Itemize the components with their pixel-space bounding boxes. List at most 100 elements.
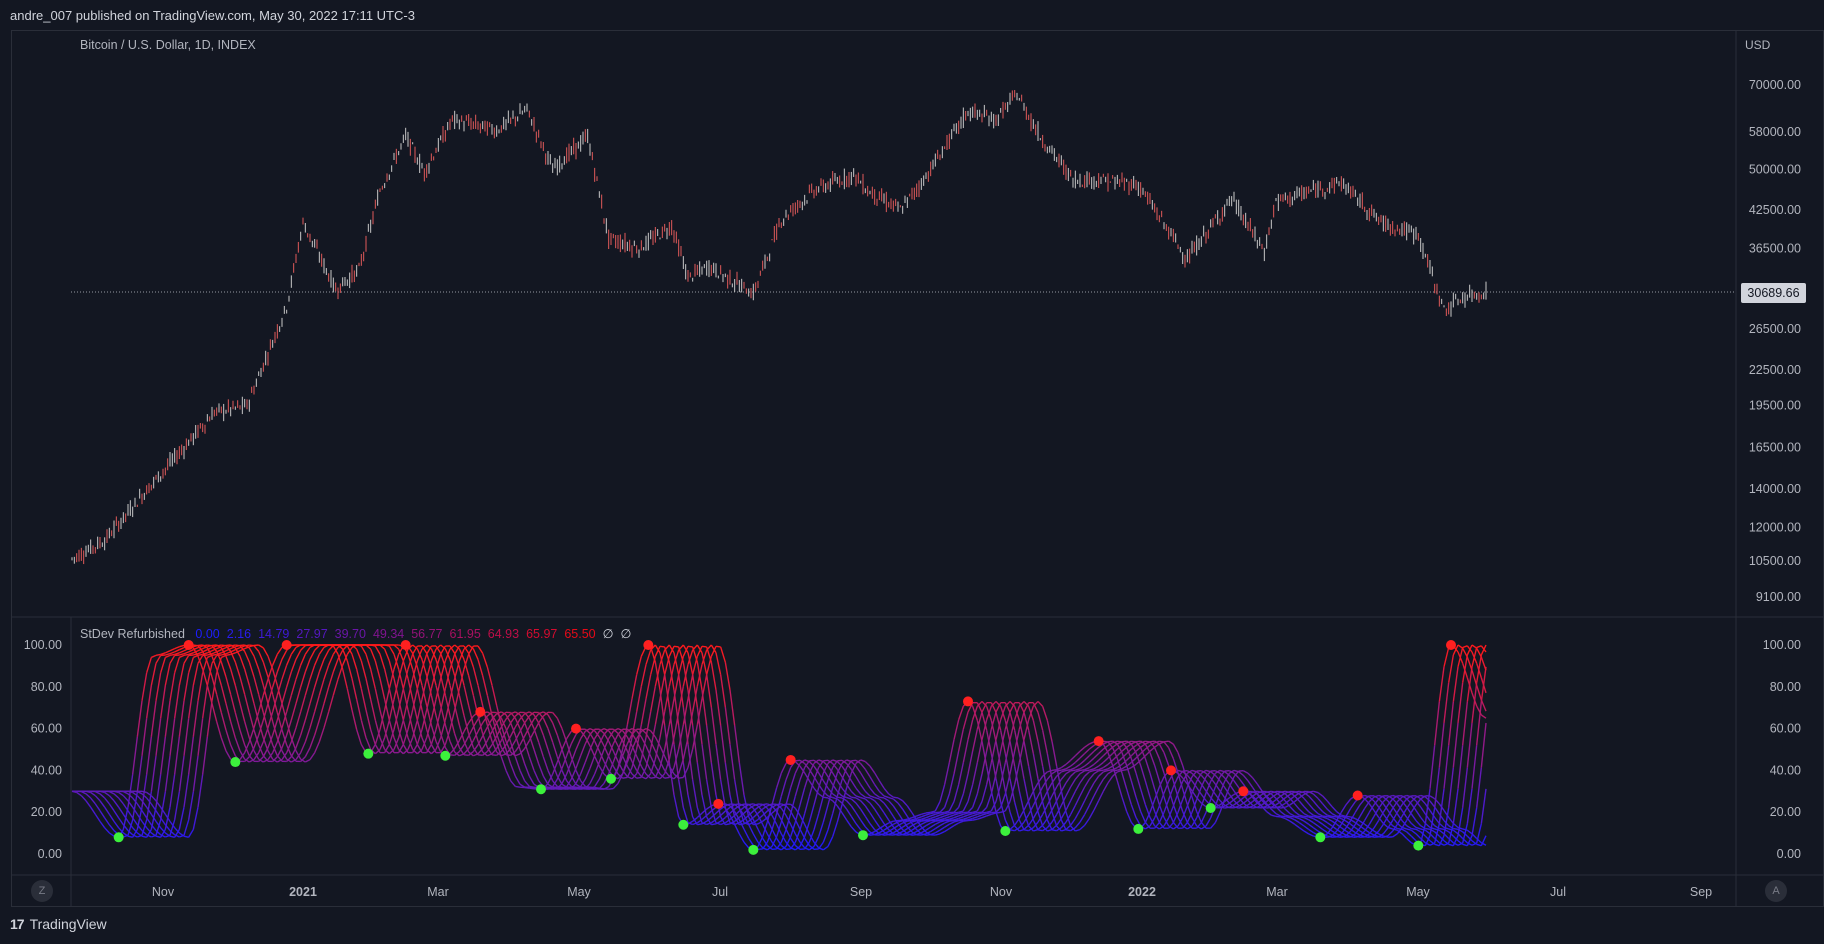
oscillator-segment [1448, 843, 1454, 847]
oscillator-segment [729, 805, 736, 812]
oscillator-segment [1214, 774, 1221, 782]
oscillator-segment [165, 650, 171, 654]
oscillator-segment [127, 793, 134, 799]
oscillator-segment [1448, 816, 1454, 824]
oscillator-segment [1009, 829, 1015, 832]
oscillator-segment [1139, 788, 1147, 805]
oscillator-segment [935, 819, 941, 822]
oscillator-segment [1140, 740, 1146, 745]
oscillator-segment [972, 810, 978, 813]
oscillator-segment [439, 675, 447, 696]
oscillator-segment [584, 749, 591, 763]
oscillator-segment [369, 699, 377, 721]
zoom-button[interactable]: Z [31, 880, 53, 902]
oscillator-segment [566, 730, 572, 740]
signal-dot-green [1205, 803, 1216, 814]
oscillator-segment [519, 770, 526, 782]
oscillator-segment [136, 795, 143, 802]
signal-dot-red [785, 754, 796, 765]
oscillator-segment [841, 759, 848, 765]
oscillator-segment [374, 744, 381, 753]
oscillator-segment [528, 711, 535, 717]
oscillator-segment [425, 675, 433, 696]
oscillator-segment [444, 666, 451, 686]
price-axis-label: 10500.00 [1749, 554, 1801, 568]
oscillator-segment [925, 815, 931, 819]
oscillator-segment [257, 668, 265, 686]
oscillator-segment [1476, 645, 1482, 649]
oscillator-segment [1252, 777, 1258, 785]
oscillator-segment [1438, 835, 1445, 842]
oscillator-segment [1079, 768, 1085, 772]
oscillator-segment [1060, 782, 1067, 792]
oscillator-segment [491, 748, 498, 755]
oscillator-segment [1317, 815, 1323, 818]
oscillator-segment [1028, 818, 1034, 826]
oscillator-segment [528, 717, 535, 729]
oscillator-segment [939, 815, 945, 819]
oscillator-segment [1298, 817, 1305, 822]
oscillator-segment [677, 646, 685, 663]
oscillator-segment [552, 722, 558, 736]
oscillator-segment [1434, 843, 1440, 847]
oscillator-segment [879, 833, 885, 836]
oscillator-segment [169, 820, 176, 829]
oscillator-segment [1060, 809, 1067, 819]
oscillator-segment [948, 773, 955, 795]
oscillator-segment [701, 820, 708, 825]
indicator-legend[interactable]: StDev Refurbished 0.00 2.16 14.79 27.97 39.7… [80, 626, 645, 641]
oscillator-segment [337, 644, 344, 650]
oscillator-segment [846, 796, 852, 800]
oscillator-segment [612, 734, 619, 745]
oscillator-segment [813, 759, 820, 765]
oscillator-segment [1228, 783, 1235, 792]
indicator-name[interactable]: StDev Refurbished [80, 627, 185, 641]
oscillator-segment [1443, 682, 1450, 724]
oscillator-segment [141, 793, 148, 799]
oscillator-segment [635, 686, 643, 713]
oscillator-segment [864, 768, 871, 778]
oscillator-segment [1429, 842, 1435, 846]
oscillator-segment [1093, 770, 1100, 775]
oscillator-segment [430, 666, 437, 686]
oscillator-segment [220, 685, 227, 704]
oscillator-segment [1037, 712, 1044, 731]
oscillator-segment [1163, 799, 1170, 813]
oscillator-segment [1130, 758, 1137, 774]
oscillator-segment [1009, 712, 1016, 731]
oscillator-segment [1242, 793, 1249, 799]
oscillator-segment [1070, 755, 1076, 761]
oscillator-segment [832, 796, 838, 800]
oscillator-segment [141, 672, 148, 702]
oscillator-segment [1350, 823, 1356, 832]
oscillator-segment [841, 787, 848, 795]
oscillator-segment [1051, 770, 1058, 775]
tradingview-brand[interactable]: 17 TradingView [10, 916, 107, 932]
oscillator-segment [953, 811, 959, 814]
symbol-title[interactable]: Bitcoin / U.S. Dollar, 1D, INDEX [80, 38, 256, 52]
oscillator-segment [459, 753, 465, 757]
oscillator-segment [827, 759, 834, 765]
oscillator-segment [631, 674, 638, 699]
oscillator-segment [612, 728, 619, 734]
oscillator-segment [1308, 819, 1314, 824]
oscillator-segment [608, 743, 614, 756]
auto-scale-button[interactable]: A [1765, 880, 1787, 902]
oscillator-segment [925, 830, 931, 835]
oscillator-segment [930, 813, 936, 817]
oscillator-segment [1084, 805, 1090, 815]
oscillator-segment [953, 784, 960, 802]
oscillator-segment [1424, 822, 1431, 829]
oscillator-segment [1312, 827, 1319, 832]
oscillator-segment [1233, 800, 1240, 806]
oscillator-segment [888, 823, 894, 828]
oscillator-segment [1154, 811, 1160, 823]
oscillator-segment [291, 759, 297, 763]
oscillator-segment [384, 648, 390, 662]
oscillator-segment [957, 728, 965, 752]
oscillator-segment [179, 653, 185, 656]
oscillator-segment [155, 774, 162, 808]
oscillator-segment [1289, 820, 1296, 825]
oscillator-segment [865, 796, 871, 799]
